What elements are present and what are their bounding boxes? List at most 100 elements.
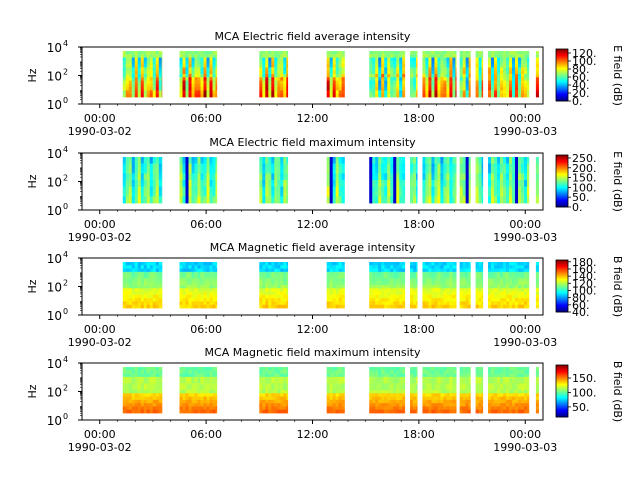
y-tick-exponent: 4	[63, 355, 68, 364]
data-segment	[259, 157, 289, 204]
x-date-label: 1990-03-02	[68, 125, 132, 138]
data-segment	[459, 262, 471, 309]
x-tick-label: 12:00	[297, 323, 329, 336]
y-tick-label: 10	[47, 281, 62, 295]
panel-title: MCA Magnetic field maximum intensity	[205, 346, 421, 359]
data-segment	[326, 157, 345, 204]
spectrogram-panel-2: MCA Electric field maximum intensity 10 0 1…	[26, 136, 624, 244]
data-segment	[422, 51, 457, 98]
y-tick-exponent: 4	[63, 39, 68, 48]
y-axis-label: Hz	[26, 174, 39, 188]
x-tick-label: 00:00	[509, 323, 541, 336]
data-segment	[488, 367, 530, 414]
y-tick-label: 10	[47, 204, 62, 218]
x-tick-label: 00:00	[509, 428, 541, 441]
panel-title: MCA Electric field average intensity	[215, 30, 411, 43]
data-segment	[259, 367, 289, 414]
data-segment	[475, 51, 484, 98]
y-tick-label: 10	[47, 309, 62, 323]
colorbar-tick-label: 160.	[572, 263, 597, 276]
panel-title: MCA Electric field maximum intensity	[209, 136, 416, 149]
data-segment	[122, 262, 163, 309]
x-tick-label: 00:00	[84, 112, 116, 125]
x-date-label: 1990-03-02	[68, 336, 132, 349]
colorbar: 50. 100.150. B field (dB)	[555, 361, 624, 422]
y-tick-exponent: 0	[63, 202, 68, 211]
data-segment	[179, 51, 218, 98]
data-segment	[410, 367, 418, 414]
data-segment	[326, 262, 345, 309]
x-tick-label: 18:00	[403, 428, 435, 441]
data-segment	[488, 51, 530, 98]
data-segment	[179, 157, 218, 204]
colorbar-tick-label: 80.	[572, 63, 590, 76]
colorbar-tick-label: 40.	[572, 79, 590, 92]
x-tick-label: 18:00	[403, 323, 435, 336]
y-tick-exponent: 0	[63, 96, 68, 105]
data-segment	[459, 51, 471, 98]
y-tick-label: 10	[47, 98, 62, 112]
y-tick-exponent: 2	[63, 279, 68, 288]
colorbar: 40.60.80.100.120.140.160.180. B field (dB…	[555, 256, 624, 319]
colorbar-tick-label: 150.	[572, 372, 597, 385]
colorbar-tick-label: 0.	[572, 201, 583, 214]
x-tick-label: 00:00	[84, 323, 116, 336]
data-segment	[259, 262, 289, 309]
y-tick-exponent: 2	[63, 174, 68, 183]
y-tick-label: 10	[47, 414, 62, 428]
data-segment	[459, 157, 471, 204]
colorbar-tick-label: 150.	[572, 172, 597, 185]
data-segment	[410, 51, 418, 98]
x-tick-label: 00:00	[84, 218, 116, 231]
x-tick-label: 18:00	[403, 112, 435, 125]
colorbar-tick-label: 180.	[572, 256, 597, 269]
y-tick-exponent: 0	[63, 412, 68, 421]
y-tick-exponent: 4	[63, 250, 68, 259]
data-segment	[459, 367, 471, 414]
y-tick-exponent: 2	[63, 68, 68, 77]
x-tick-label: 12:00	[297, 428, 329, 441]
colorbar-tick-label: 0.	[572, 95, 583, 108]
y-axis-label: Hz	[26, 68, 39, 82]
y-tick-label: 10	[47, 41, 62, 55]
data-segment	[535, 51, 539, 98]
colorbar-tick-label: 120.	[572, 47, 597, 60]
colorbar-tick-label: 80.	[572, 292, 590, 305]
colorbar-tick-label: 140.	[572, 270, 597, 283]
x-date-label: 1990-03-03	[493, 441, 557, 454]
y-tick-label: 10	[47, 386, 62, 400]
data-segment	[410, 157, 418, 204]
data-segment	[422, 262, 457, 309]
colorbar-tick-label: 100.	[572, 284, 597, 297]
colorbar: 0.50.100.150.200.250. E field (dB)	[555, 151, 624, 214]
x-date-label: 1990-03-02	[68, 441, 132, 454]
colorbar: 0.20.40.60.80.100.120. E field (dB)	[555, 45, 624, 108]
data-segment	[369, 262, 406, 309]
y-axis-label: Hz	[26, 279, 39, 293]
data-segment	[535, 262, 539, 309]
colorbar-tick-label: 40.	[572, 306, 590, 319]
data-segment	[369, 367, 406, 414]
y-tick-label: 10	[47, 70, 62, 84]
data-segment	[179, 262, 218, 309]
x-tick-label: 00:00	[509, 218, 541, 231]
data-segment	[475, 262, 484, 309]
x-date-label: 1990-03-03	[493, 231, 557, 244]
x-tick-label: 12:00	[297, 218, 329, 231]
data-segment	[475, 367, 484, 414]
colorbar-tick-label: 250.	[572, 152, 597, 165]
colorbar-label: B field (dB)	[611, 256, 624, 317]
x-date-label: 1990-03-03	[493, 125, 557, 138]
colorbar-tick-label: 120.	[572, 277, 597, 290]
colorbar-label: B field (dB)	[611, 361, 624, 422]
x-tick-label: 06:00	[190, 323, 222, 336]
data-segment	[326, 51, 345, 98]
data-segment	[259, 51, 289, 98]
x-tick-label: 06:00	[190, 218, 222, 231]
data-segment	[488, 262, 530, 309]
y-axis-label: Hz	[26, 384, 39, 398]
x-tick-label: 06:00	[190, 428, 222, 441]
